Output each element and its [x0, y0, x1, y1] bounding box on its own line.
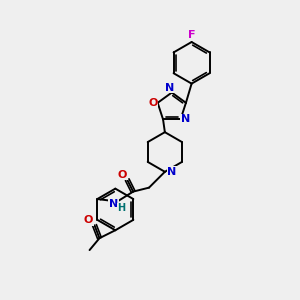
Text: N: N — [181, 114, 190, 124]
Text: N: N — [167, 167, 176, 177]
Text: O: O — [148, 98, 158, 108]
Text: H: H — [117, 203, 125, 214]
Text: N: N — [165, 82, 174, 93]
Text: O: O — [118, 170, 127, 180]
Text: O: O — [84, 215, 93, 225]
Text: N: N — [109, 200, 118, 209]
Text: F: F — [188, 30, 195, 40]
